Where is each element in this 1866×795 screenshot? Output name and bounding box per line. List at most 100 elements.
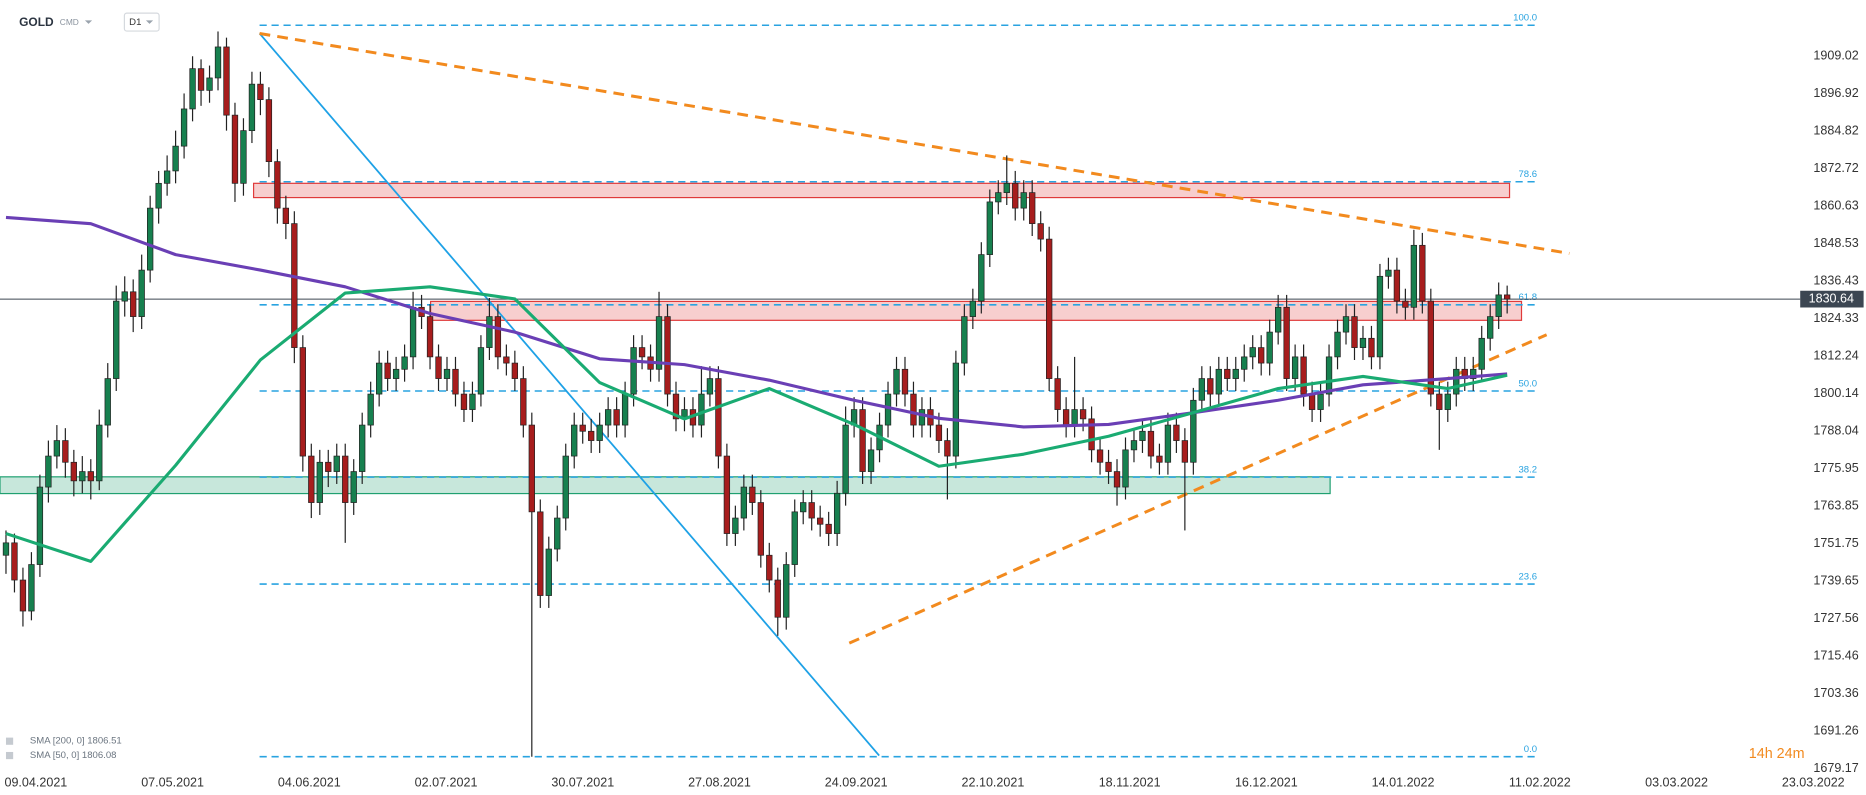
y-tick-label: 1860.63: [1813, 198, 1858, 212]
candle-body: [859, 409, 866, 472]
fib-label: 38.2: [1518, 465, 1537, 476]
candle-body: [435, 356, 442, 379]
candle-body: [723, 455, 731, 534]
y-tick-label: 1824.33: [1813, 311, 1858, 325]
x-tick-label: 27.08.2021: [688, 775, 751, 789]
y-tick-label: 1848.53: [1813, 236, 1858, 250]
candle-body: [537, 511, 544, 596]
candle-body: [308, 455, 315, 503]
candle-body: [901, 368, 909, 395]
candle-body: [53, 440, 61, 457]
zone: [430, 300, 1523, 321]
candle-body: [842, 424, 849, 494]
candle-body: [1215, 368, 1222, 395]
candle-body: [749, 486, 756, 503]
candle-body: [172, 145, 179, 172]
candle-body: [672, 393, 680, 420]
legend-entry: SMA [200, 0] 1806.51: [30, 736, 122, 747]
candle-body: [995, 192, 1002, 203]
candle-body: [1453, 368, 1460, 395]
candle-body: [1334, 331, 1341, 358]
x-tick-label: 04.06.2021: [278, 775, 341, 789]
candle-body: [367, 393, 374, 426]
y-tick-label: 1788.04: [1813, 423, 1858, 437]
candle-body: [884, 393, 892, 426]
candle-body: [1079, 409, 1087, 420]
candle-body: [783, 564, 790, 618]
candle-body: [70, 461, 77, 482]
candle-body: [910, 393, 917, 426]
candle-body: [867, 449, 875, 472]
candle-body: [638, 347, 646, 358]
interval: D1: [129, 17, 141, 28]
candle-body: [248, 83, 256, 131]
candle-body: [528, 424, 535, 513]
candle-body: [1122, 449, 1129, 488]
candle-body: [825, 523, 832, 534]
candle-body: [138, 269, 145, 317]
dropdown-icon[interactable]: [84, 20, 93, 24]
candle-body: [1385, 269, 1392, 277]
candle-body: [1317, 393, 1324, 410]
y-tick-label: 1763.85: [1813, 498, 1858, 512]
x-tick-label: 24.09.2021: [825, 775, 888, 789]
candle-body: [613, 409, 620, 426]
candle-body: [1029, 192, 1036, 224]
candle-body: [477, 347, 485, 395]
candle-body: [1198, 378, 1205, 401]
candle-body: [163, 170, 171, 184]
candle-body: [833, 492, 841, 534]
candle-body: [2, 542, 10, 556]
candle-body: [1393, 269, 1401, 302]
candle-body: [1224, 368, 1231, 379]
candle-body: [1207, 378, 1214, 395]
candle-timer: 14h 24m: [1749, 746, 1805, 762]
candle-body: [1376, 275, 1384, 358]
sma-line: [5, 285, 1508, 563]
candle-body: [426, 316, 434, 358]
candle-body: [757, 502, 764, 556]
candle-body: [1003, 182, 1010, 193]
candle-body: [1249, 347, 1256, 358]
candle-body: [19, 579, 27, 612]
candle-body: [1410, 244, 1418, 308]
fib-label: 50.0: [1518, 378, 1537, 389]
y-tick-label: 1896.92: [1813, 86, 1858, 100]
candle-body: [1181, 440, 1189, 463]
candle-body: [291, 223, 298, 348]
candle-body: [571, 424, 578, 457]
y-tick-label: 1703.36: [1813, 686, 1858, 700]
interval-select[interactable]: [123, 12, 160, 32]
candle-body: [791, 511, 798, 565]
candle-body: [893, 368, 900, 395]
candle-body: [384, 362, 391, 379]
candle-body: [1308, 393, 1316, 410]
candle-body: [1020, 192, 1027, 209]
candle-body: [1427, 300, 1434, 395]
y-tick-label: 1909.02: [1813, 49, 1858, 63]
candle-body: [1436, 393, 1443, 410]
candle-body: [630, 347, 637, 395]
candle-body: [1130, 440, 1138, 451]
x-tick-label: 02.07.2021: [415, 775, 478, 789]
y-tick-label: 1727.56: [1813, 611, 1858, 625]
candle-body: [604, 409, 612, 426]
candle-body: [1351, 316, 1358, 348]
candle-body: [1342, 316, 1350, 333]
candle-body: [545, 548, 552, 596]
y-tick-label: 1800.14: [1813, 386, 1858, 400]
candle-body: [265, 99, 273, 162]
legend-entry: SMA [50, 0] 1806.08: [30, 750, 117, 761]
fib-label: 23.6: [1518, 571, 1537, 582]
y-tick-label: 1775.95: [1813, 461, 1858, 475]
x-tick-label: 11.02.2022: [1509, 775, 1571, 789]
last-price-box: [1800, 290, 1864, 308]
x-tick-label: 16.12.2021: [1235, 775, 1298, 789]
candle-body: [1164, 424, 1172, 463]
candle-body: [11, 542, 18, 581]
candle-body: [231, 114, 239, 184]
candle-body: [1359, 337, 1367, 348]
candle-body: [375, 362, 383, 395]
